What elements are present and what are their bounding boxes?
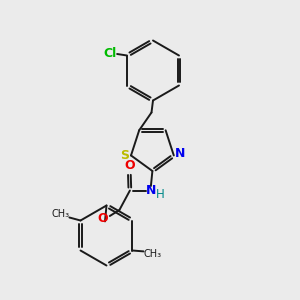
Text: H: H [156, 188, 165, 201]
Text: S: S [120, 149, 129, 162]
Text: N: N [146, 184, 156, 197]
Text: CH₃: CH₃ [51, 208, 70, 219]
Text: O: O [98, 212, 108, 226]
Text: CH₃: CH₃ [143, 249, 162, 259]
Text: O: O [124, 159, 135, 172]
Text: N: N [175, 148, 186, 160]
Text: Cl: Cl [103, 47, 116, 61]
